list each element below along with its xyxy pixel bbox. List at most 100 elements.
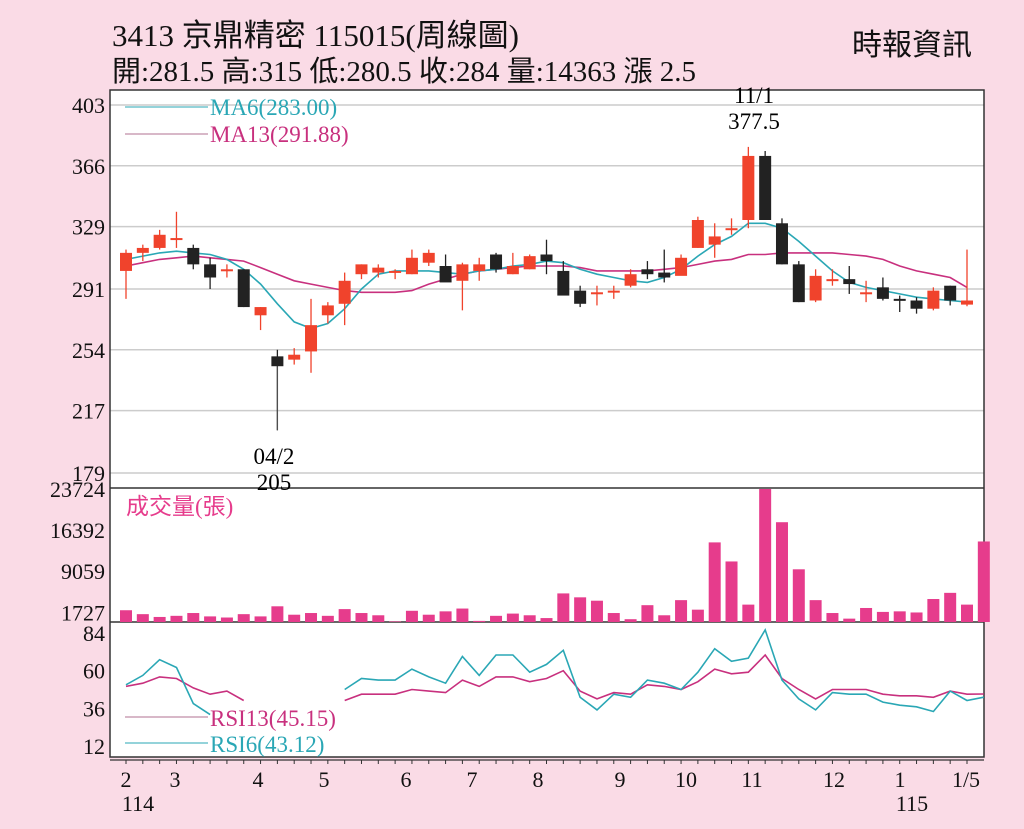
volume-bar xyxy=(187,613,200,622)
candle-body xyxy=(574,290,587,304)
volume-bar xyxy=(893,611,906,622)
candle-body xyxy=(120,252,132,271)
candle-body xyxy=(944,285,957,301)
candle-body xyxy=(557,270,570,296)
candle-body xyxy=(607,290,620,293)
volume-bar xyxy=(540,618,553,622)
x-tick-label: 2 xyxy=(121,767,132,792)
x-tick-label: 10 xyxy=(675,767,697,792)
volume-bar xyxy=(775,522,788,622)
volume-bar xyxy=(120,610,132,622)
candle-body xyxy=(876,287,889,299)
volume-bar xyxy=(759,489,772,622)
volume-bar xyxy=(843,618,856,622)
volume-bar xyxy=(220,617,233,622)
price-tick: 179 xyxy=(72,461,105,486)
candle-body xyxy=(742,155,755,220)
candle-body xyxy=(624,274,637,286)
volume-bar xyxy=(254,616,267,622)
rsi-tick: 36 xyxy=(83,696,105,721)
volume-label: 成交量(張) xyxy=(126,494,233,519)
candle-body xyxy=(389,270,402,273)
x-tick-label: 1/5 xyxy=(952,767,980,792)
volume-bar xyxy=(204,616,217,622)
source-brand: 時報資訊 xyxy=(852,29,972,62)
candle-body xyxy=(893,298,906,301)
price-tick: 366 xyxy=(72,154,105,179)
volume-bar xyxy=(405,610,418,622)
rsi-tick: 12 xyxy=(83,734,105,759)
candle-body xyxy=(708,236,721,245)
volume-bar xyxy=(355,613,368,622)
candle-body xyxy=(220,269,233,272)
volume-tick: 23724 xyxy=(50,477,105,502)
x-tick-label: 8 xyxy=(533,767,544,792)
ma13-legend: MA13(291.88) xyxy=(210,122,349,147)
volume-bar xyxy=(305,613,318,622)
candle-body xyxy=(658,272,671,278)
plot-area xyxy=(110,90,984,757)
volume-bar xyxy=(372,615,385,622)
ohlc-summary: 開:281.5 高:315 低:280.5 收:284 量:14363 漲 2.… xyxy=(112,56,697,88)
x-tick-label: 1 xyxy=(895,767,906,792)
candle-body xyxy=(456,264,469,281)
x-tick-year: 115 xyxy=(896,791,928,816)
price-tick: 217 xyxy=(72,399,105,424)
volume-bar xyxy=(658,615,671,622)
x-tick-label: 4 xyxy=(253,767,264,792)
candle-body xyxy=(271,356,284,367)
volume-bar xyxy=(675,600,688,622)
price-tick: 329 xyxy=(72,215,105,240)
price-tick: 254 xyxy=(72,338,105,363)
candle-body xyxy=(540,254,553,262)
candle-body xyxy=(490,254,503,270)
volume-bar xyxy=(557,593,570,622)
volume-bar xyxy=(422,614,435,622)
volume-bar xyxy=(691,609,704,622)
candle-body xyxy=(405,257,418,275)
volume-bar xyxy=(574,597,587,622)
volume-bar xyxy=(809,600,822,622)
x-tick-label: 3 xyxy=(170,767,181,792)
candle-body xyxy=(439,266,452,283)
candle-body xyxy=(927,290,940,309)
rsi6-legend: RSI6(43.12) xyxy=(210,732,324,757)
volume-bar xyxy=(607,613,620,622)
low-date: 04/2 xyxy=(254,444,295,469)
volume-bar xyxy=(288,614,301,622)
volume-bar xyxy=(590,600,603,622)
candle-body xyxy=(590,292,603,295)
candle-body xyxy=(237,269,250,308)
candle-body xyxy=(355,264,368,275)
volume-bar xyxy=(742,604,755,622)
volume-bar xyxy=(338,609,351,622)
volume-bar xyxy=(490,615,503,622)
volume-bar xyxy=(523,615,536,622)
low-value: 205 xyxy=(257,470,292,495)
rsi-tick: 60 xyxy=(83,659,105,684)
volume-bar xyxy=(792,569,805,622)
plot-frame xyxy=(109,89,985,758)
candle-body xyxy=(136,247,149,253)
rsi13-legend: RSI13(45.15) xyxy=(210,706,336,731)
volume-bar xyxy=(910,612,923,622)
volume-bar xyxy=(927,599,940,622)
x-tick-year: 114 xyxy=(122,791,154,816)
volume-bar xyxy=(170,615,183,622)
volume-bar xyxy=(389,621,402,622)
x-tick-label: 6 xyxy=(401,767,412,792)
volume-bar xyxy=(271,606,284,622)
volume-bar xyxy=(456,608,469,622)
volume-bar xyxy=(624,619,637,622)
volume-bar xyxy=(136,614,149,622)
rsi6-line xyxy=(125,627,984,716)
candle-body xyxy=(675,257,688,276)
candle-body xyxy=(305,325,318,352)
volume-tick: 9059 xyxy=(61,559,105,584)
candle-body xyxy=(809,275,822,301)
volume-bar xyxy=(641,605,654,622)
candle-body xyxy=(422,252,435,263)
ma6-legend: MA6(283.00) xyxy=(210,95,337,120)
volume-bar xyxy=(977,541,990,622)
candle-body xyxy=(372,267,385,273)
